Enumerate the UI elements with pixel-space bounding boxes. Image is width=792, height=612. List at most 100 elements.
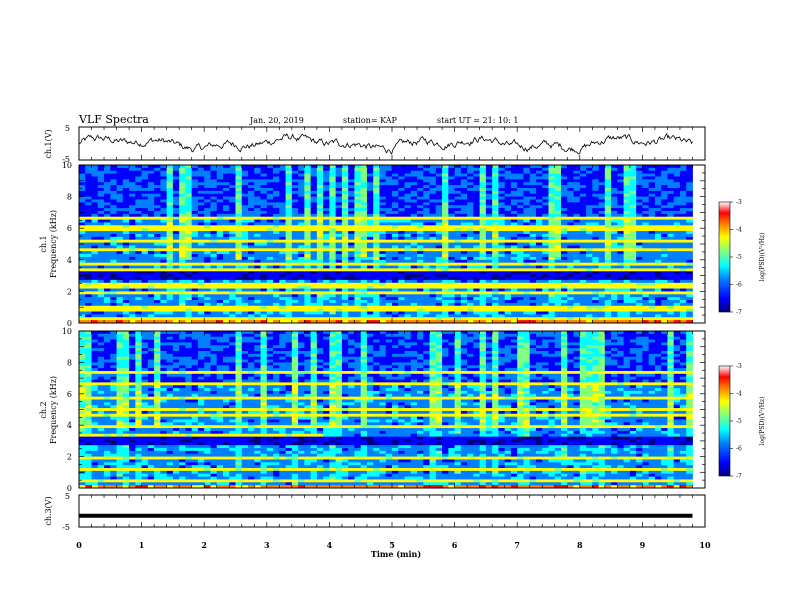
spectrogram-cell <box>210 182 218 186</box>
spectrogram-cell <box>316 165 324 169</box>
spectrogram-cell <box>285 248 293 252</box>
spectrogram-cell <box>329 176 337 180</box>
spectrogram-cell <box>473 256 481 261</box>
spectrogram-cell <box>341 199 349 203</box>
spectrogram-cell <box>260 268 268 272</box>
spectrogram-cell <box>273 245 280 249</box>
spectrogram-cell <box>160 271 168 275</box>
spectrogram-cell <box>172 259 180 264</box>
spectrogram-cell <box>329 317 337 321</box>
spectrogram-cell <box>579 196 587 200</box>
spectrogram-cell <box>185 259 193 264</box>
spectrogram-cell <box>97 314 105 318</box>
spectrogram-cell <box>110 202 117 206</box>
spectrogram-cell <box>535 271 543 275</box>
spectrogram-cell <box>135 265 142 269</box>
spectrogram-cell <box>335 170 343 175</box>
spectrogram-cell <box>129 285 136 289</box>
spectrogram-cell <box>529 208 537 212</box>
spectrogram-cell <box>204 185 211 189</box>
spectrogram-cell <box>542 254 549 258</box>
spectrogram-cell <box>266 294 274 298</box>
spectrogram-cell <box>579 213 587 218</box>
spectrogram-cell <box>273 210 280 215</box>
spectrogram-cell <box>623 225 631 229</box>
spectrogram-cell <box>629 274 637 278</box>
spectrogram-cell <box>548 245 556 249</box>
spectrogram-cell <box>392 262 399 266</box>
spectrogram-cell <box>79 170 86 175</box>
spectrogram-cell <box>579 239 587 243</box>
spectrogram-cell <box>110 205 117 209</box>
spectrogram-cell <box>273 297 280 301</box>
spectrogram-cell <box>373 271 380 275</box>
spectrogram-cell <box>185 187 193 192</box>
spectrogram-cell <box>179 222 186 226</box>
spectrogram-cell <box>222 308 230 312</box>
spectrogram-cell <box>373 239 380 243</box>
spectrogram-cell <box>229 199 236 203</box>
spectrogram-cell <box>241 199 249 203</box>
spectrogram-cell <box>266 279 274 284</box>
spectrogram-cell <box>197 225 205 229</box>
spectrogram-cell <box>323 233 330 238</box>
spectrogram-cell <box>91 265 99 269</box>
spectrogram-cell <box>298 277 305 281</box>
spectrogram-cell <box>335 213 343 218</box>
spectrogram-cell <box>429 210 437 215</box>
spectrogram-cell <box>216 320 224 324</box>
spectrogram-cell <box>348 251 355 255</box>
spectrogram-cell <box>429 190 437 195</box>
spectrogram-cell <box>598 236 606 241</box>
spectrogram-cell <box>260 179 268 183</box>
spectrogram-cell <box>304 282 312 287</box>
spectrogram-cell <box>579 302 587 307</box>
spectrogram-cell <box>604 311 612 315</box>
spectrogram-cell <box>298 196 305 200</box>
spectrogram-cell <box>354 185 362 189</box>
spectrogram-cell <box>592 213 599 218</box>
spectrogram-cell <box>366 170 374 175</box>
spectrogram-cell <box>241 308 249 312</box>
spectrogram-cell <box>517 302 524 307</box>
spectrogram-cell <box>517 282 524 287</box>
spectrogram-cell <box>216 179 224 183</box>
spectrogram-cell <box>79 279 86 284</box>
spectrogram-cell <box>517 251 524 255</box>
spectrogram-cell <box>291 233 299 238</box>
spectrogram-cell <box>154 210 161 215</box>
spectrogram-cell <box>197 233 205 238</box>
spectrogram-cell <box>310 300 318 304</box>
spectrogram-cell <box>373 256 380 261</box>
spectrogram-cell <box>410 228 418 232</box>
spectrogram-cell <box>611 228 618 232</box>
spectrogram-cell <box>479 277 487 281</box>
spectrogram-cell <box>248 259 255 264</box>
spectrogram-cell <box>392 167 399 172</box>
spectrogram-cell <box>116 187 124 192</box>
spectrogram-cell <box>279 294 286 298</box>
spectrogram-cell <box>542 225 549 229</box>
spectrogram-cell <box>310 254 318 258</box>
spectrogram-cell <box>310 265 318 269</box>
spectrogram-cell <box>535 167 543 172</box>
spectrogram-cell <box>404 291 412 295</box>
spectrogram-cell <box>611 170 618 175</box>
spectrogram-cell <box>235 179 243 183</box>
spectrogram-cell <box>423 231 430 235</box>
spectrogram-cell <box>147 300 155 304</box>
spectrogram-cell <box>179 219 186 223</box>
spectrogram-cell <box>442 291 449 295</box>
spectrogram-cell <box>535 182 543 186</box>
spectrogram-cell <box>241 165 249 169</box>
spectrogram-cell <box>141 182 149 186</box>
spectrogram-cell <box>579 233 587 238</box>
spectrogram-cell <box>254 193 261 197</box>
spectrogram-cell <box>586 165 593 169</box>
spectrogram-cell <box>147 268 155 272</box>
spectrogram-cell <box>598 225 606 229</box>
spectrogram-cell <box>254 231 261 235</box>
spectrogram-cell <box>410 242 418 246</box>
spectrogram-cell <box>529 185 537 189</box>
spectrogram-cell <box>360 311 368 315</box>
